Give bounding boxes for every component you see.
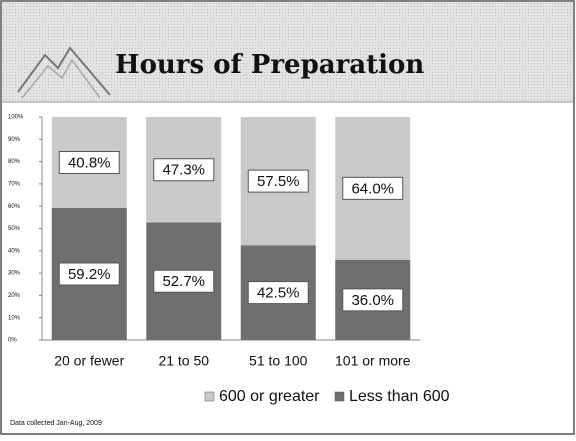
y-tick-label: 70% (8, 181, 21, 187)
value-label-box (342, 176, 404, 200)
value-label-box (247, 281, 309, 305)
legend-label: 600 or greater (219, 388, 320, 405)
y-tick-label: 20% (8, 293, 21, 299)
value-label: 40.8% (68, 154, 111, 171)
value-label: 52.7% (162, 273, 205, 290)
value-label-box (58, 150, 120, 174)
value-label: 57.5% (257, 173, 300, 190)
legend-swatch (204, 391, 215, 402)
value-label-box (58, 262, 120, 286)
y-tick-label: 30% (8, 271, 21, 277)
y-tick-label: 40% (8, 248, 21, 254)
legend-swatch (334, 391, 345, 402)
value-label-box (247, 169, 309, 193)
value-label: 64.0% (351, 180, 394, 197)
x-tick-label: 20 or fewer (54, 353, 124, 369)
y-tick-label: 10% (8, 315, 21, 321)
y-tick-label: 90% (8, 137, 21, 143)
y-tick-label: 0% (8, 338, 17, 344)
x-tick-label: 51 to 100 (249, 353, 308, 369)
y-tick-label: 80% (8, 159, 21, 165)
header-band (2, 2, 573, 102)
mountain-icon (17, 46, 111, 96)
y-tick-label: 100% (8, 115, 24, 121)
value-label: 59.2% (68, 266, 111, 283)
x-tick-label: 101 or more (335, 353, 411, 369)
value-label-box (153, 269, 215, 293)
value-label: 42.5% (257, 285, 300, 302)
x-tick-label: 21 to 50 (158, 353, 209, 369)
footnote: Data collected Jan-Aug, 2009 (10, 420, 102, 427)
value-label: 36.0% (351, 292, 394, 309)
chart-title: Hours of Preparation (115, 50, 424, 80)
value-label-box (342, 288, 404, 312)
value-label: 47.3% (162, 162, 205, 179)
legend-label: Less than 600 (349, 388, 450, 405)
y-tick-label: 60% (8, 204, 21, 210)
mountain-icon-shadow (21, 58, 101, 99)
value-label-box (153, 158, 215, 182)
y-tick-label: 50% (8, 226, 21, 232)
